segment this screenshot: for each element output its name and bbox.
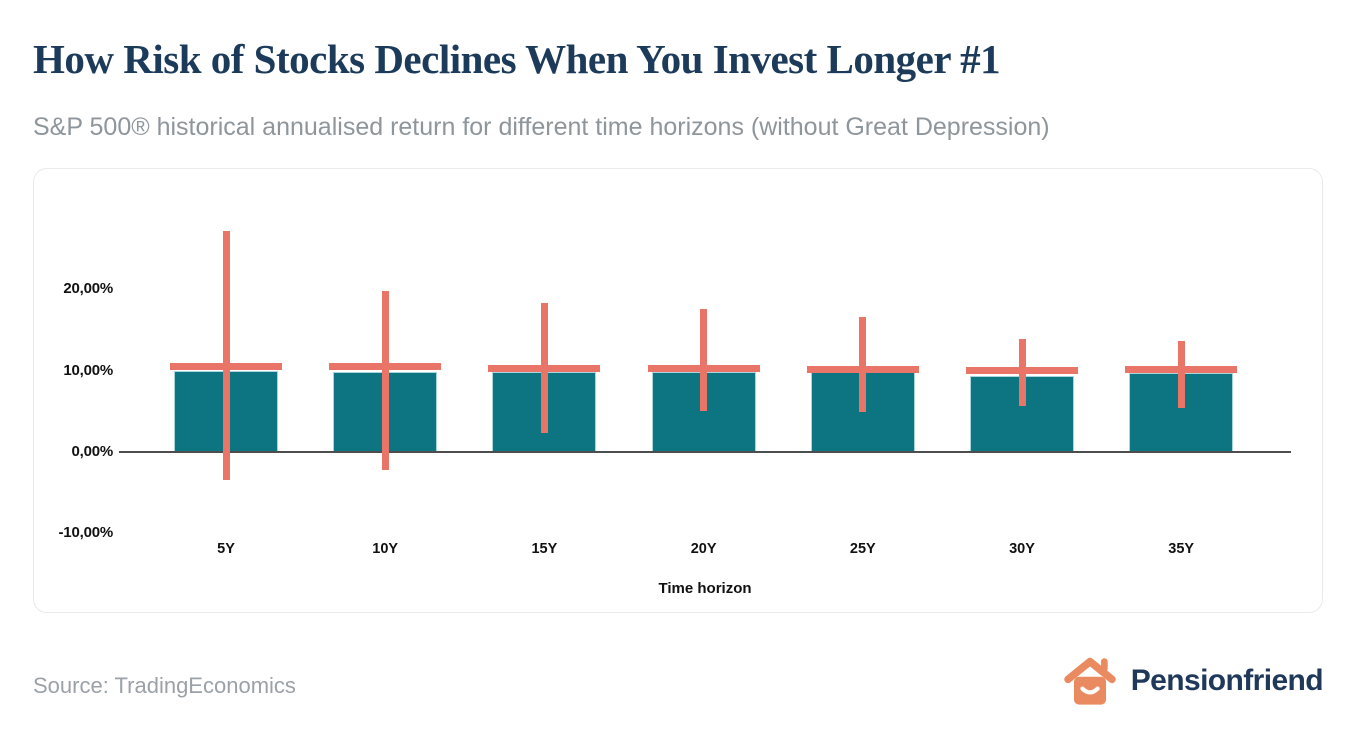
average-crossbar-5y [170, 363, 282, 371]
average-crossbar-30y [966, 367, 1078, 375]
brand-logo: Pensionfriend [1063, 652, 1324, 710]
range-whisker-5y [222, 230, 230, 481]
x-axis-tick-label: 30Y [1009, 541, 1035, 557]
range-whisker-20y [700, 308, 708, 412]
x-axis-tick-label: 5Y [217, 541, 235, 557]
x-axis-tick-label: 20Y [690, 541, 717, 557]
house-smile-icon [1064, 657, 1116, 705]
range-whisker-10y [381, 291, 389, 470]
y-axis-tick-label: 0,00% [71, 443, 113, 460]
x-axis-tick-label: 25Y [849, 541, 876, 557]
page-subtitle: S&P 500® historical annualised return fo… [33, 113, 1050, 141]
x-axis-tick-label: 35Y [1168, 541, 1195, 557]
x-axis-line [119, 451, 1291, 453]
chart-plot-area: Time horizon 20,00% 10,00% 0,00% -10,00% 5Y 1… [34, 169, 1322, 612]
chart-card: Time horizon 20,00% 10,00% 0,00% -10,00% 5Y 1… [33, 168, 1323, 613]
average-crossbar-20y [647, 364, 760, 372]
page-title: How Risk of Stocks Declines When You Inv… [33, 36, 1001, 82]
source-text: Source: TradingEconomics [33, 673, 296, 698]
range-whisker-25y [859, 317, 867, 413]
y-axis-tick-label: 10,00% [63, 361, 113, 379]
average-crossbar-35y [1125, 365, 1238, 373]
y-axis-tick-label: -10,00% [58, 524, 114, 542]
average-crossbar-25y [806, 366, 919, 374]
average-crossbar-10y [329, 363, 442, 371]
x-axis-tick-label: 10Y [372, 541, 399, 557]
brand-name: Pensionfriend [1130, 664, 1324, 697]
y-axis-tick-label: 20,00% [63, 280, 113, 298]
x-axis-tick-label: 15Y [531, 541, 558, 557]
range-whisker-35y [1177, 340, 1185, 409]
average-crossbar-15y [488, 364, 601, 372]
x-axis-title: Time horizon [658, 580, 752, 597]
